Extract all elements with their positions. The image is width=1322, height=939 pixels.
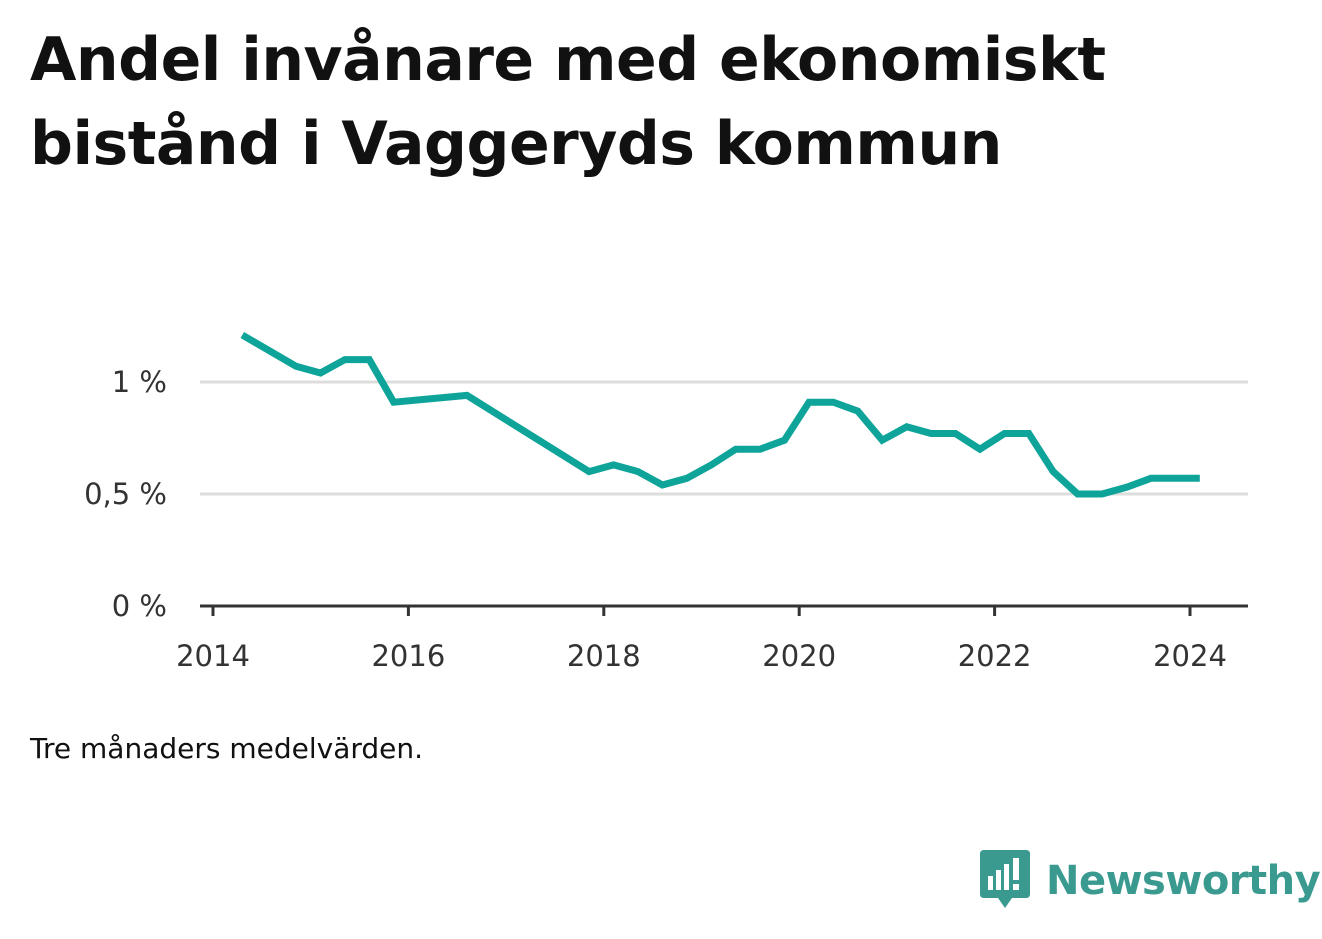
y-tick-label: 1 % bbox=[112, 365, 167, 399]
x-tick-label: 2018 bbox=[567, 639, 641, 673]
x-axis-ticks: 2014 2016 2018 2020 2022 2024 bbox=[176, 606, 1227, 673]
line-chart: 0 % 0,5 % 1 % 2014 2016 2018 2020 2022 2024 bbox=[84, 331, 1248, 673]
y-tick-label: 0 % bbox=[112, 589, 167, 623]
x-tick-label: 2014 bbox=[176, 639, 250, 673]
chart-title: Andel invånare med ekonomiskt bistånd i … bbox=[30, 25, 1106, 179]
x-tick-label: 2016 bbox=[371, 639, 445, 673]
y-tick-label: 0,5 % bbox=[84, 477, 167, 511]
series-line bbox=[240, 331, 1200, 498]
x-tick-label: 2022 bbox=[958, 639, 1032, 673]
newsworthy-logo-icon bbox=[980, 850, 1030, 908]
brand-name: Newsworthy bbox=[1046, 858, 1321, 904]
grid-lines bbox=[200, 380, 1248, 496]
x-tick-label: 2020 bbox=[762, 639, 836, 673]
chart-note: Tre månaders medelvärden. bbox=[30, 732, 424, 765]
brand-logo[interactable]: Newsworthy bbox=[980, 850, 1321, 912]
series-layer bbox=[240, 331, 1200, 498]
x-tick-label: 2024 bbox=[1153, 639, 1227, 673]
y-axis-ticks: 0 % 0,5 % 1 % bbox=[84, 365, 167, 623]
